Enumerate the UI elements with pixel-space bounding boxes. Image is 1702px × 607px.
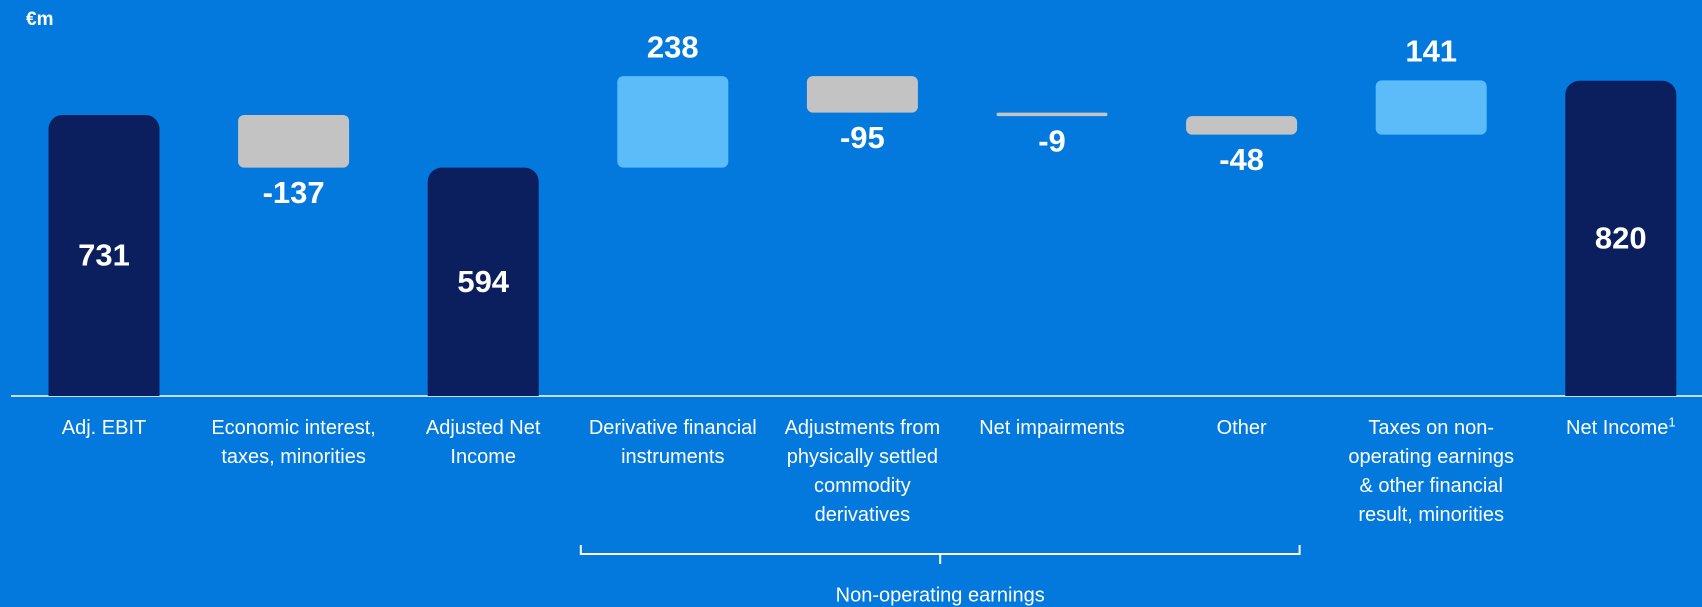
category-text: Adjustments from physically settled comm…: [784, 417, 941, 526]
unit-label: €m: [26, 9, 53, 30]
bar: [1186, 116, 1298, 135]
category-text: Other: [1216, 417, 1267, 439]
category-text: Net Income: [1566, 417, 1669, 439]
value-label: -137: [263, 175, 325, 210]
category-text: Net impairments: [979, 417, 1125, 439]
bar: [238, 114, 350, 168]
bar: [427, 167, 539, 396]
category-text: Taxes on non-operating earnings & other …: [1348, 417, 1515, 526]
value-label: 731: [78, 238, 130, 273]
category-text: Derivative financial instruments: [588, 417, 757, 468]
value-label: 141: [1405, 34, 1457, 69]
bar: [996, 112, 1108, 117]
group-label: Non-operating earnings: [836, 584, 1045, 606]
bar: [806, 76, 918, 113]
category-label: Taxes on non-operating earnings & other …: [1342, 414, 1520, 530]
value-label: 238: [647, 29, 699, 64]
category-label: Adj. EBIT: [15, 414, 193, 443]
category-label: Adjustments from physically settled comm…: [773, 414, 951, 530]
value-label: -95: [840, 120, 885, 155]
footnote-mark: 1: [1668, 414, 1676, 430]
category-label: Economic interest, taxes, minorities: [205, 414, 383, 472]
category-label: Other: [1153, 414, 1331, 443]
category-text: Adjusted Net Income: [425, 417, 541, 468]
category-label: Net impairments: [963, 414, 1141, 443]
group-bracket: [579, 545, 1301, 564]
category-text: Economic interest, taxes, minorities: [211, 417, 376, 468]
category-label: Net Income1: [1532, 414, 1702, 443]
value-label: 820: [1595, 221, 1647, 256]
category-label: Adjusted Net Income: [394, 414, 572, 472]
bar-base: [48, 382, 160, 396]
bar: [48, 114, 160, 397]
category-text: Adj. EBIT: [61, 417, 147, 439]
category-label: Derivative financial instruments: [584, 414, 762, 472]
bar: [1565, 80, 1677, 396]
value-label: -9: [1038, 123, 1066, 158]
bar-base: [1565, 382, 1677, 396]
value-label: 594: [457, 264, 509, 299]
value-label: -48: [1219, 142, 1264, 177]
bar: [1375, 80, 1487, 135]
bar: [617, 76, 729, 168]
bar-base: [427, 382, 539, 396]
